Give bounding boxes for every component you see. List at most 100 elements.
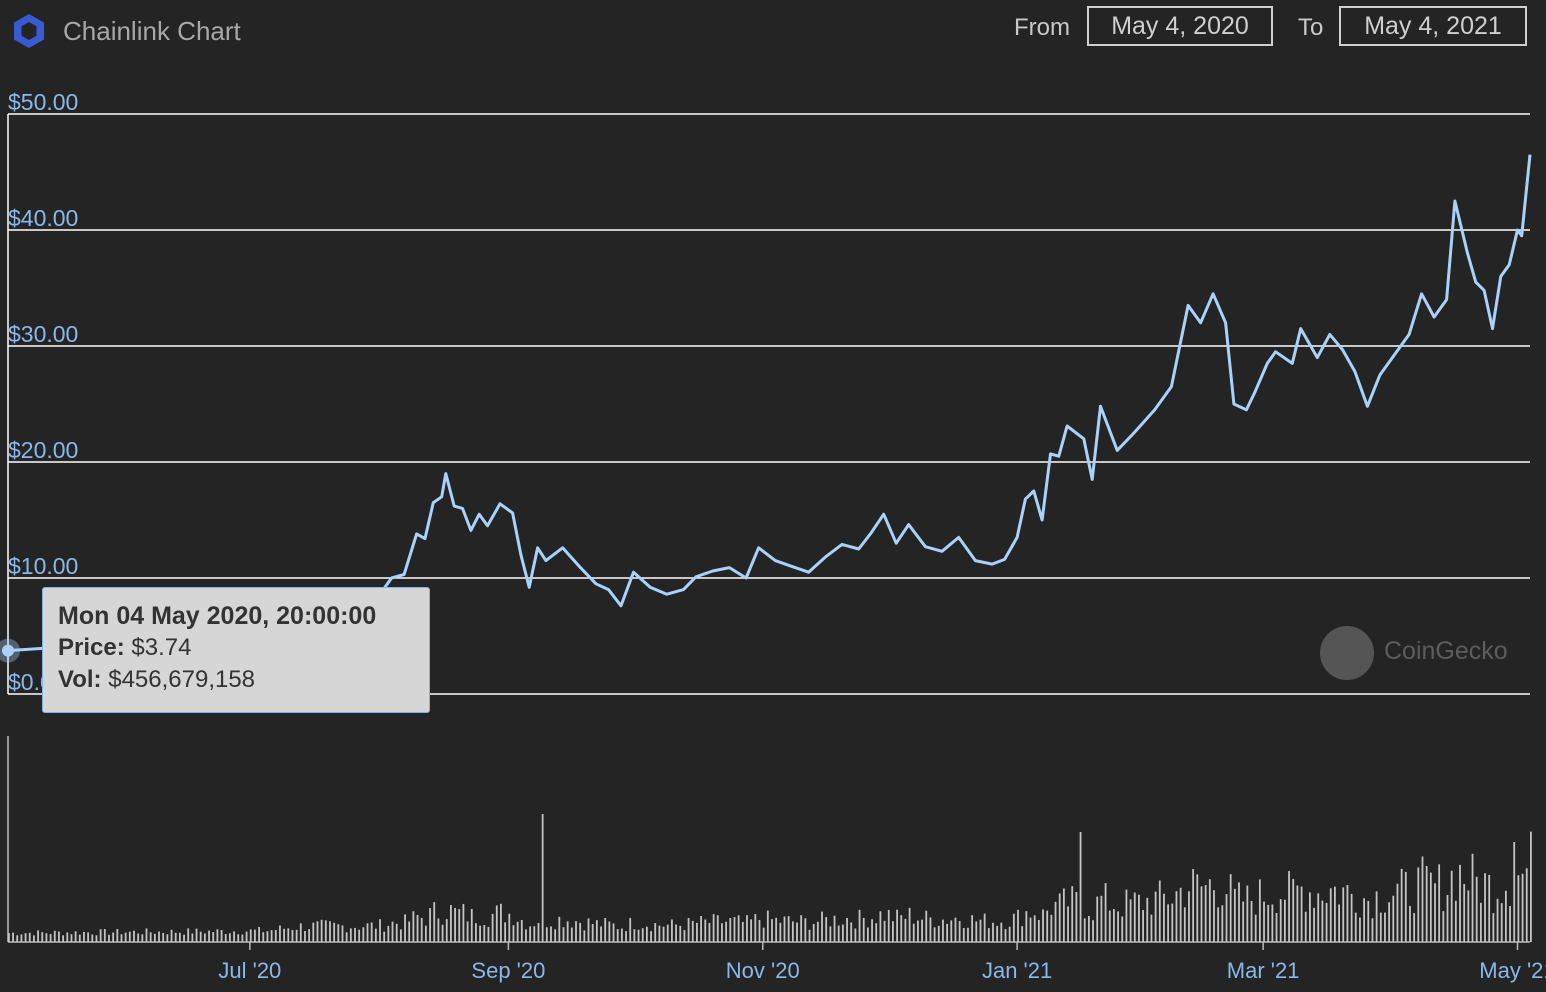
volume-bar [466,921,469,942]
volume-bar [654,923,657,942]
chart-header: Chainlink Chart From May 4, 2020 To May … [0,0,1546,64]
volume-bar [341,925,344,942]
volume-bar [1258,879,1261,942]
volume-bar [625,931,627,942]
volume-bar [191,933,194,942]
volume-bar [1350,893,1353,942]
volume-bar [1000,922,1003,942]
volume-bar [1517,875,1520,942]
to-date-input[interactable]: May 4, 2021 [1339,6,1527,46]
volume-bar [112,932,115,942]
x-tick-label: Mar '21 [1227,958,1300,983]
volume-bar [1271,904,1274,942]
volume-bar [1404,871,1407,942]
volume-bar [1104,883,1107,942]
volume-bar [754,914,757,942]
volume-bar [766,910,769,942]
volume-bar [395,923,398,942]
volume-bar [783,916,786,942]
volume-bar [229,933,231,942]
volume-bar [1037,919,1040,942]
volume-bar [162,933,165,942]
volume-bar [1029,917,1032,942]
volume-bar [1400,868,1403,942]
volume-bar [1325,902,1328,942]
chainlink-logo-icon [14,14,44,48]
volume-bar [616,929,619,942]
volume-bar [333,922,336,942]
volume-bar [1012,913,1015,942]
volume-bar [1129,899,1132,942]
volume-bar [12,932,14,942]
volume-bar [45,933,48,942]
volume-bar [1017,909,1019,942]
volume-bar [1150,914,1153,942]
volume-bar [387,925,390,942]
tooltip-price-label: Price: [58,634,125,661]
volume-bar [1446,894,1449,942]
volume-bar [28,932,31,942]
volume-bar [550,926,552,942]
volume-bar [533,926,536,942]
volume-bar [1267,904,1270,942]
volume-bar [696,922,698,942]
volume-bar [1200,886,1203,942]
volume-bar [1192,868,1195,942]
volume-bar [1233,888,1236,942]
volume-bar [562,927,565,942]
volume-bar [879,911,882,942]
volume-bar [399,929,402,942]
volume-bar [700,915,702,942]
volume-bar [679,925,682,942]
volume-bar [933,927,936,942]
volume-bar [420,917,423,942]
volume-bar [95,935,98,942]
volume-bar [337,924,340,942]
volume-bar [871,919,873,942]
volume-bar [566,921,569,942]
volume-bar [199,931,202,942]
volume-bar [1292,879,1295,942]
volume-bar [62,935,65,942]
volume-bar [1008,926,1011,942]
volume-bar [149,932,152,942]
volume-bar [971,915,974,942]
volume-bar [470,908,473,942]
volume-bar [750,919,753,942]
volume-bar [49,934,52,942]
volume-bar [166,934,169,942]
volume-bar [1125,889,1128,942]
volume-bar [771,919,773,942]
volume-bar [1250,900,1253,942]
volume-bar [1363,898,1366,942]
volume-bar [1221,905,1224,942]
from-date-input[interactable]: May 4, 2020 [1087,6,1273,46]
volume-bar [483,925,486,942]
volume-bar [691,920,694,942]
volume-bar [1509,906,1511,942]
volume-bar [925,910,928,942]
volume-bar [1204,885,1207,942]
volume-bar [133,930,135,942]
volume-bar [725,921,728,942]
volume-bar [779,922,782,942]
volume-bar [16,935,19,942]
volume-bar [608,921,611,942]
volume-bar [500,903,502,942]
volume-bar [224,934,227,942]
volume-bar [183,934,185,942]
volume-bar [458,909,461,942]
volume-bar [87,932,90,942]
volume-bar [1338,904,1340,942]
volume-bar [324,920,327,942]
volume-bar [495,905,498,942]
volume-bar [241,934,244,942]
volume-bar [1121,916,1124,942]
volume-bar [979,919,982,942]
volume-bar [708,922,711,942]
volume-bar [304,930,306,942]
volume-bar [349,928,352,942]
volume-bar [525,929,527,942]
volume-bar [816,921,819,942]
